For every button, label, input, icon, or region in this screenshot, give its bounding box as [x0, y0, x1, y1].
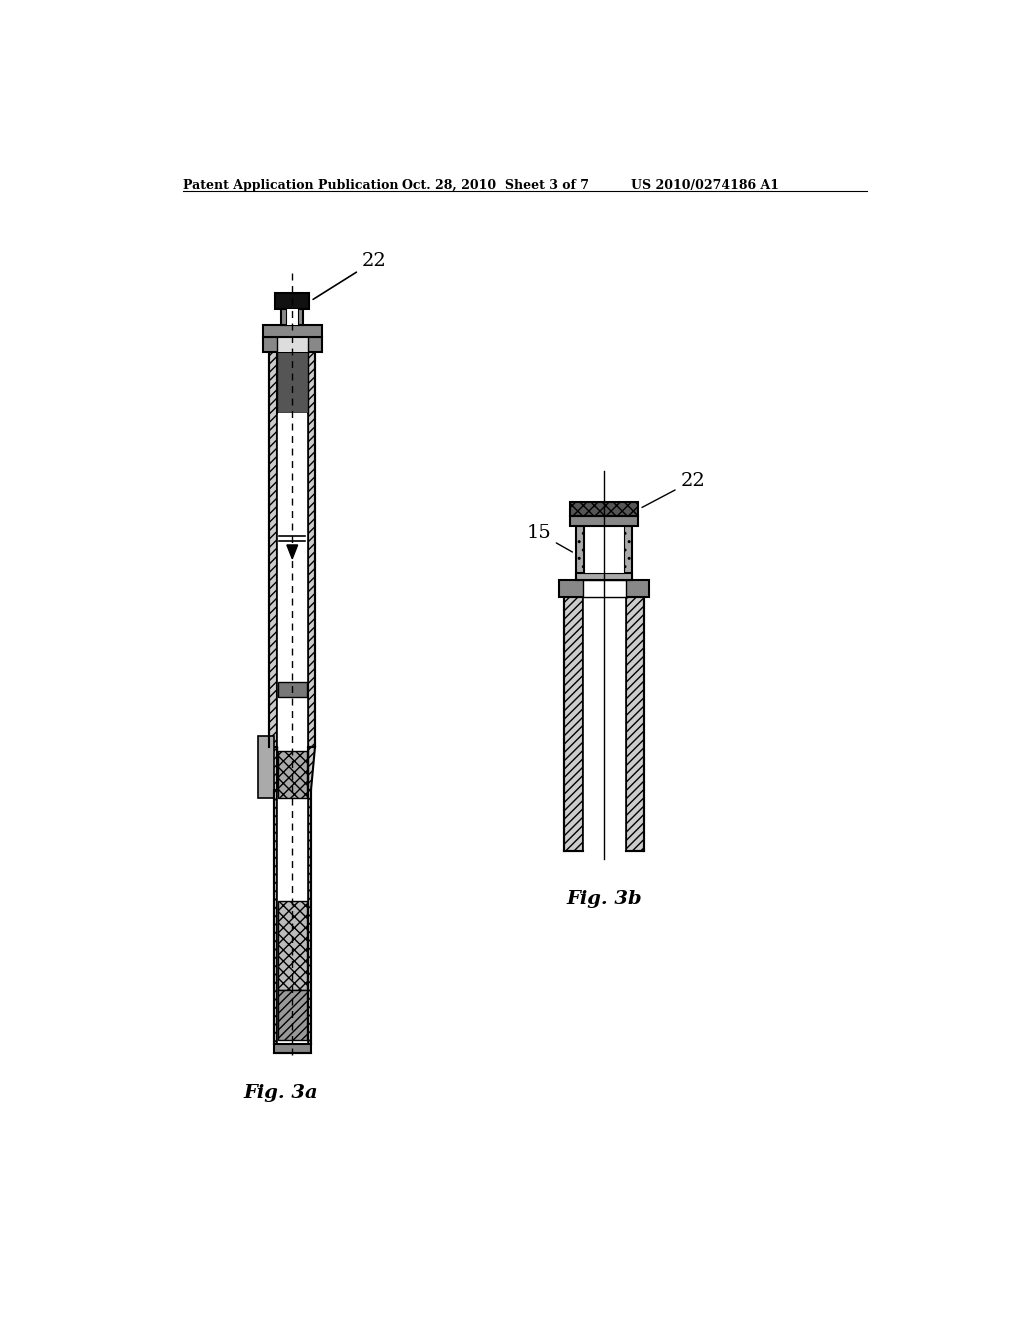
- FancyBboxPatch shape: [278, 682, 307, 697]
- FancyBboxPatch shape: [258, 737, 273, 797]
- FancyBboxPatch shape: [276, 351, 307, 412]
- FancyBboxPatch shape: [263, 326, 322, 337]
- FancyBboxPatch shape: [564, 598, 583, 851]
- FancyBboxPatch shape: [263, 337, 322, 352]
- FancyBboxPatch shape: [559, 581, 649, 598]
- FancyBboxPatch shape: [273, 1044, 310, 1053]
- Text: 22: 22: [313, 252, 386, 300]
- Text: 15: 15: [526, 524, 572, 552]
- Text: Fig. 3b: Fig. 3b: [566, 890, 642, 908]
- Text: Fig. 3a: Fig. 3a: [244, 1084, 318, 1102]
- FancyBboxPatch shape: [577, 527, 584, 581]
- Polygon shape: [269, 747, 276, 789]
- FancyBboxPatch shape: [275, 293, 309, 309]
- FancyBboxPatch shape: [577, 573, 632, 581]
- FancyBboxPatch shape: [584, 527, 625, 573]
- FancyBboxPatch shape: [278, 751, 307, 797]
- FancyBboxPatch shape: [276, 337, 307, 352]
- FancyBboxPatch shape: [273, 789, 276, 1044]
- FancyBboxPatch shape: [307, 789, 310, 1044]
- Text: Patent Application Publication: Patent Application Publication: [183, 180, 398, 193]
- FancyBboxPatch shape: [278, 412, 307, 675]
- Text: Oct. 28, 2010  Sheet 3 of 7: Oct. 28, 2010 Sheet 3 of 7: [401, 180, 589, 193]
- FancyBboxPatch shape: [276, 351, 307, 747]
- FancyBboxPatch shape: [282, 309, 303, 326]
- FancyBboxPatch shape: [583, 581, 626, 598]
- Polygon shape: [287, 545, 298, 558]
- FancyBboxPatch shape: [570, 502, 638, 516]
- FancyBboxPatch shape: [286, 309, 298, 326]
- Polygon shape: [307, 747, 315, 789]
- FancyBboxPatch shape: [570, 516, 638, 527]
- Text: US 2010/0274186 A1: US 2010/0274186 A1: [631, 180, 779, 193]
- FancyBboxPatch shape: [626, 598, 644, 851]
- Text: 22: 22: [642, 471, 706, 507]
- FancyBboxPatch shape: [269, 351, 276, 747]
- FancyBboxPatch shape: [625, 527, 632, 581]
- FancyBboxPatch shape: [278, 990, 307, 1040]
- FancyBboxPatch shape: [278, 902, 307, 990]
- FancyBboxPatch shape: [276, 789, 307, 1044]
- FancyBboxPatch shape: [583, 598, 626, 851]
- FancyBboxPatch shape: [307, 351, 315, 747]
